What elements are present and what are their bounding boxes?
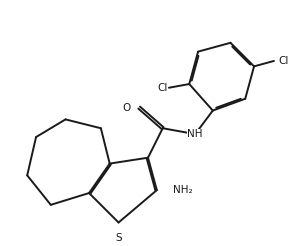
Text: S: S xyxy=(115,233,122,243)
Text: NH: NH xyxy=(187,129,203,139)
Text: NH₂: NH₂ xyxy=(173,185,193,195)
Text: O: O xyxy=(123,103,131,113)
Text: Cl: Cl xyxy=(278,56,289,66)
Text: Cl: Cl xyxy=(157,83,168,93)
